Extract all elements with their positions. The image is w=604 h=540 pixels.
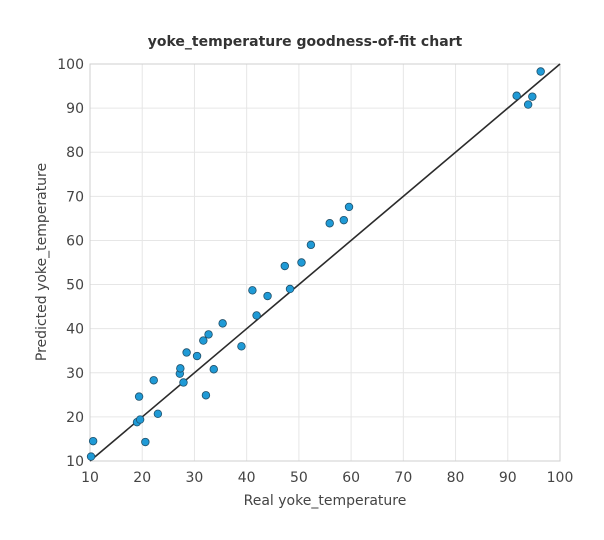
data-point[interactable]	[86, 452, 96, 461]
y-tick-label: 100	[57, 57, 84, 73]
data-point[interactable]	[344, 202, 354, 212]
data-point[interactable]	[306, 240, 316, 250]
x-axis-label: Real yoke_temperature	[244, 493, 407, 509]
fit-line	[89, 63, 561, 462]
data-point[interactable]	[135, 415, 145, 424]
data-point[interactable]	[263, 291, 272, 301]
y-tick-label: 50	[66, 278, 84, 294]
data-point[interactable]	[536, 67, 545, 76]
data-point[interactable]	[528, 92, 537, 101]
y-tick-label: 40	[66, 322, 84, 338]
data-point[interactable]	[134, 392, 144, 401]
data-point[interactable]	[182, 348, 191, 357]
data-point[interactable]	[176, 364, 185, 373]
data-point[interactable]	[141, 437, 150, 447]
x-axis-ticks: 10 20 30 40 50 60 70 80 90 100	[81, 470, 573, 486]
data-point[interactable]	[201, 391, 211, 400]
data-point[interactable]	[192, 351, 202, 361]
x-tick-label: 90	[499, 470, 517, 486]
data-point[interactable]	[204, 330, 213, 339]
y-tick-label: 70	[66, 189, 84, 205]
x-tick-label: 10	[81, 470, 99, 486]
y-tick-label: 60	[66, 233, 84, 249]
x-tick-label: 60	[342, 470, 360, 486]
data-point[interactable]	[149, 376, 158, 385]
data-point[interactable]	[297, 258, 306, 267]
y-axis-label: Predicted yoke_temperature	[34, 163, 50, 361]
data-point[interactable]	[218, 319, 227, 328]
data-point[interactable]	[285, 284, 295, 294]
y-tick-label: 90	[66, 101, 84, 117]
data-point[interactable]	[252, 311, 261, 320]
y-tick-label: 30	[66, 366, 84, 382]
data-point[interactable]	[88, 436, 98, 446]
data-point[interactable]	[325, 219, 334, 228]
y-tick-label: 80	[66, 145, 84, 161]
data-points	[86, 67, 545, 461]
y-tick-label: 10	[66, 454, 84, 470]
x-tick-label: 50	[290, 470, 308, 486]
data-point[interactable]	[237, 342, 246, 351]
data-point[interactable]	[523, 100, 533, 109]
chart-title: yoke_temperature goodness-of-fit chart	[148, 34, 463, 50]
data-point[interactable]	[280, 261, 289, 271]
plot-area	[89, 63, 561, 462]
y-axis-ticks: 10 20 30 40 50 60 70 80 90 100	[57, 57, 84, 470]
x-tick-label: 100	[547, 470, 574, 486]
data-point[interactable]	[512, 91, 521, 100]
data-point[interactable]	[153, 409, 163, 419]
x-tick-label: 30	[186, 470, 204, 486]
data-point[interactable]	[248, 286, 257, 295]
y-tick-label: 20	[66, 410, 84, 426]
x-tick-label: 80	[447, 470, 465, 486]
data-point[interactable]	[179, 378, 188, 387]
data-point[interactable]	[209, 365, 218, 374]
x-tick-label: 40	[238, 470, 256, 486]
x-tick-label: 70	[394, 470, 412, 486]
data-point[interactable]	[199, 336, 208, 345]
x-tick-label: 20	[133, 470, 151, 486]
data-point[interactable]	[339, 215, 348, 225]
